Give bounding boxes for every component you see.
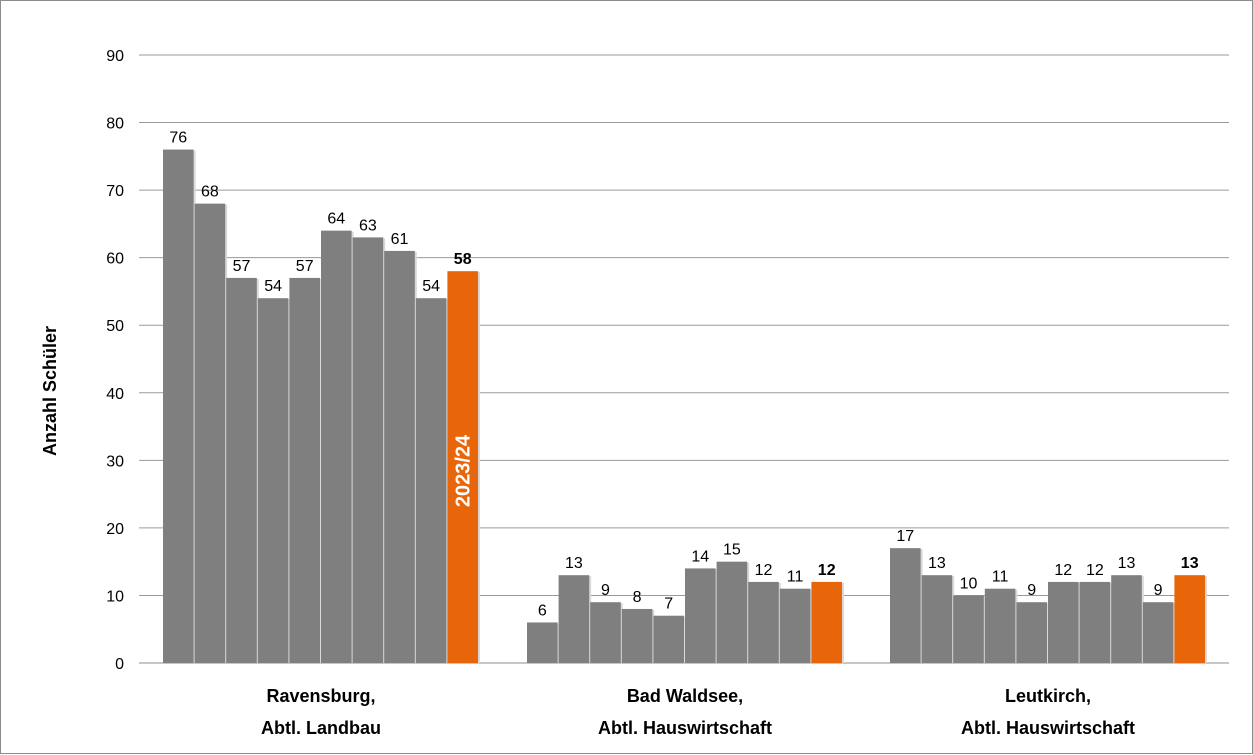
category-label-line2: Abtl. Hauswirtschaft [598,718,772,738]
data-label: 10 [960,575,978,592]
data-label: 14 [691,548,709,565]
y-tick-label: 0 [115,656,124,673]
data-label: 8 [633,589,642,606]
bar [621,608,653,663]
category-labels: Ravensburg, Abtl. Landbau Bad Waldsee, Abtl… [261,686,1135,738]
bar-current [811,581,842,663]
category-label-line2: Abtl. Landbau [261,718,381,738]
bar [289,277,320,663]
y-tick-label: 60 [106,251,124,268]
y-axis-label: Anzahl Schüler [40,326,60,456]
data-label: 57 [296,258,314,275]
data-label: 6 [538,602,547,619]
bar [779,588,811,663]
bar [321,230,352,663]
bar [1079,581,1111,663]
bar [953,595,984,663]
bar [1016,602,1047,663]
category-label-line2: Abtl. Hauswirtschaft [961,718,1135,738]
data-label: 68 [201,184,219,201]
bar [194,203,226,663]
bar [415,298,447,663]
y-tick-label: 40 [106,386,124,403]
bars [163,149,1207,664]
bar [748,581,779,663]
data-label: 12 [755,562,773,579]
data-label: 11 [992,569,1009,586]
data-label: 12 [1086,562,1104,579]
data-label: 76 [169,130,187,147]
data-label: 54 [264,278,282,295]
bar [653,615,684,663]
data-label: 58 [454,251,472,268]
y-tick-label: 50 [106,318,124,335]
data-label: 61 [391,231,409,248]
y-tick-label: 70 [106,183,124,200]
bar [890,548,921,663]
data-labels: 76 68 57 54 57 64 63 61 54 58 2023/24 6 13 9 8 7 14 15 12 1… [169,130,1198,620]
bar-current [447,271,478,663]
bar [921,575,953,663]
bar [685,568,716,663]
bar [226,277,257,663]
bar [384,250,415,663]
y-tick-label: 90 [106,48,124,65]
y-tick-label: 30 [106,453,124,470]
data-label: 13 [1118,555,1136,572]
data-label: 17 [896,528,914,545]
y-tick-label: 10 [106,588,124,605]
data-label: 12 [818,562,836,579]
category-label-line1: Bad Waldsee, [627,686,743,706]
bar [1111,575,1142,663]
data-label: 7 [664,596,673,613]
bar [527,622,558,663]
data-label: 64 [327,211,345,228]
y-axis-ticks: 0 10 20 30 40 50 60 70 80 90 [106,48,124,673]
category-label-line1: Ravensburg, [266,686,375,706]
bar [1142,602,1174,663]
data-label: 13 [928,555,946,572]
data-label: 54 [422,278,440,295]
data-label: 63 [359,217,377,234]
bar [163,149,194,664]
y-tick-label: 80 [106,116,124,133]
data-label: 57 [233,258,251,275]
current-year-label: 2023/24 [453,434,475,507]
data-label: 9 [1154,582,1163,599]
data-label: 9 [1027,582,1036,599]
bar [257,298,289,663]
bar [558,575,590,663]
bar [716,561,748,663]
data-label: 15 [723,542,741,559]
category-label-line1: Leutkirch, [1005,686,1091,706]
bar [590,602,621,663]
data-label: 13 [565,555,583,572]
data-label: 11 [787,569,804,586]
bar [984,588,1016,663]
data-label: 13 [1181,555,1199,572]
data-label: 12 [1054,562,1072,579]
bar [1048,581,1079,663]
bar [352,237,384,663]
y-tick-label: 20 [106,521,124,538]
bar-current [1174,575,1205,663]
data-label: 9 [601,582,610,599]
